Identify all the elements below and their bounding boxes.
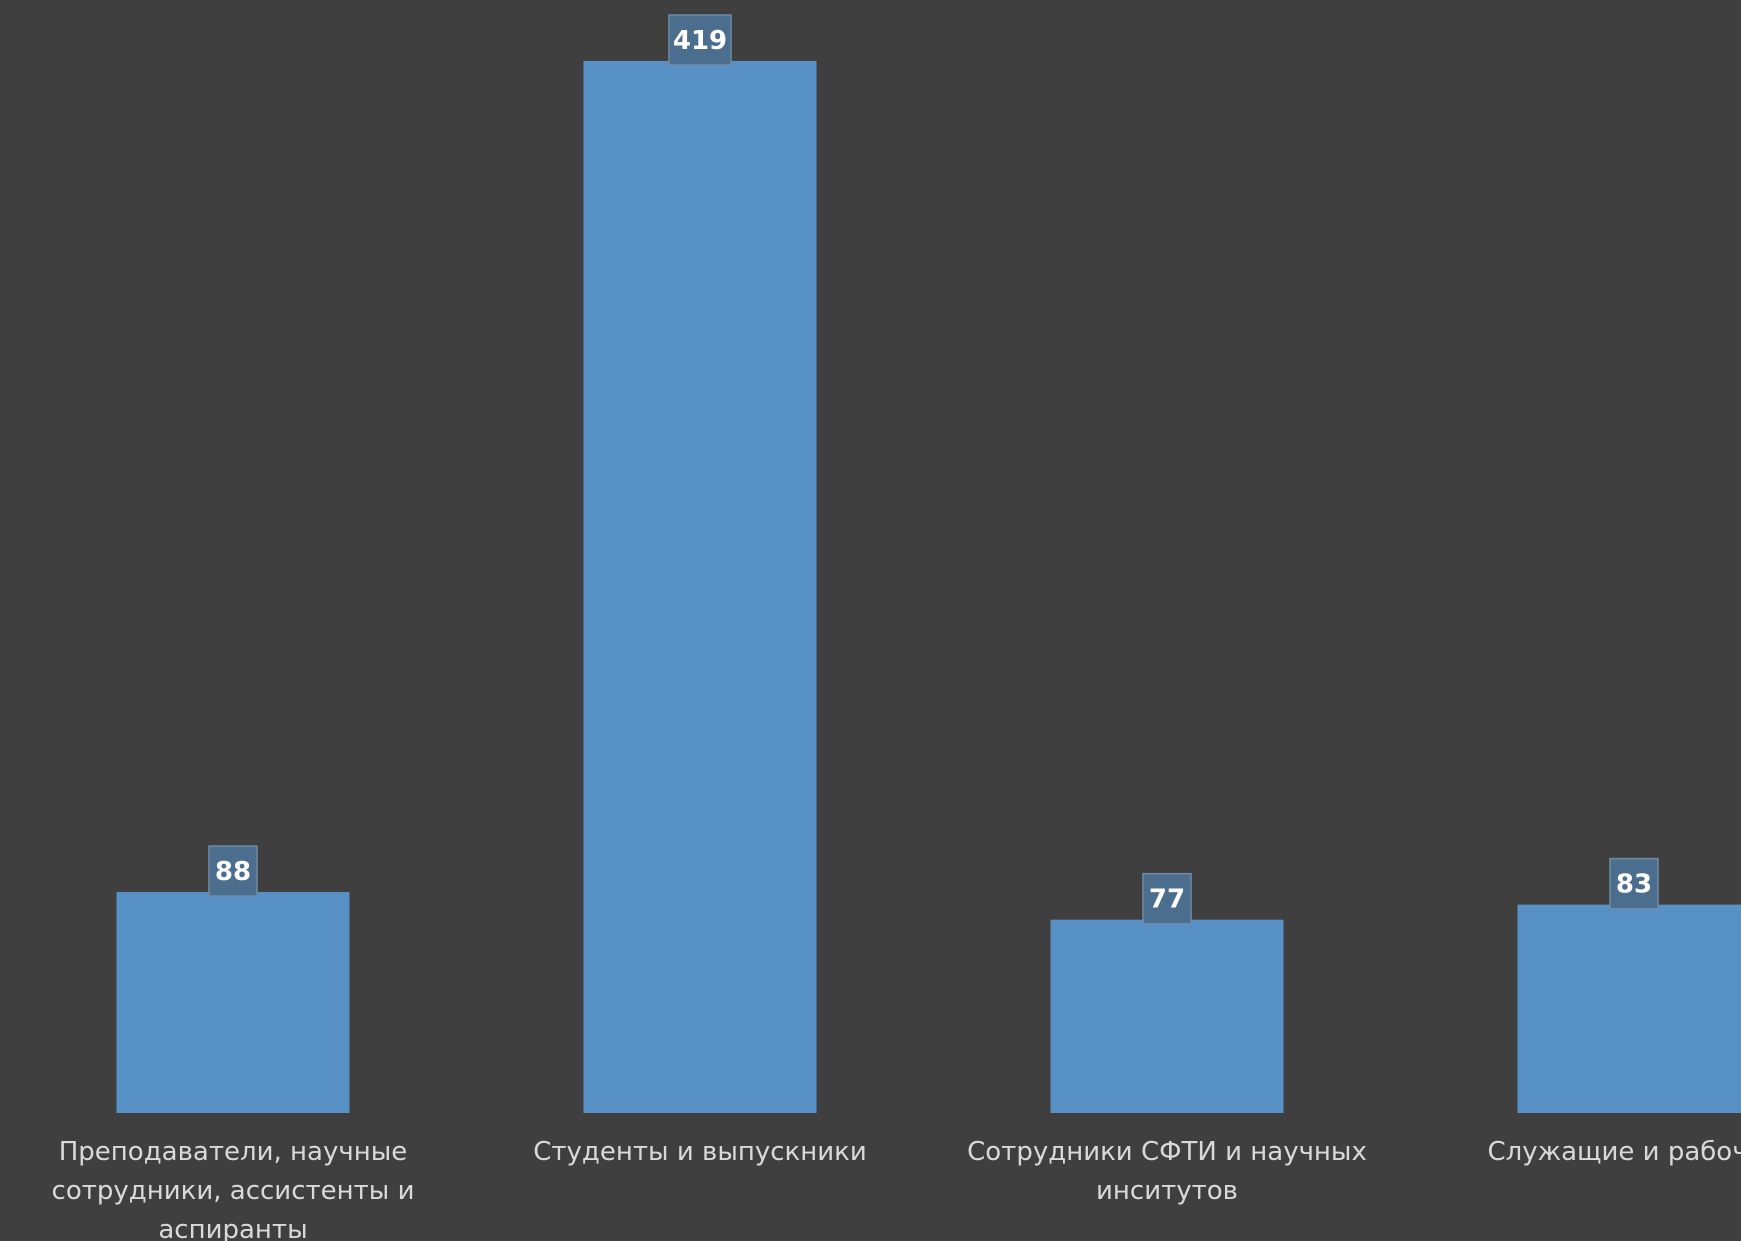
category-label-2: Студенты и выпускники (533, 1137, 867, 1167)
category-label-3: Сотрудники СФТИ и научных инситутов (967, 1137, 1367, 1206)
category-label-1: Преподаватели, научные сотрудники, ассист… (52, 1137, 415, 1241)
category-label-4: Служащие и рабочие (1488, 1137, 1741, 1167)
data-label-box (208, 845, 258, 897)
category-label-line: Сотрудники СФТИ и научных (967, 1137, 1367, 1167)
data-labels-layer: 88 419 77 83 (208, 14, 1659, 925)
category-label-line: Студенты и выпускники (533, 1137, 867, 1167)
data-label-1: 88 (208, 845, 258, 897)
bar-1 (116, 892, 350, 1113)
category-label-line: Преподаватели, научные (59, 1137, 408, 1167)
category-label-line: инситутов (1096, 1176, 1238, 1206)
bar-4 (1517, 904, 1741, 1113)
data-label-3: 77 (1142, 872, 1192, 925)
category-labels-layer: Преподаватели, научные сотрудники, ассист… (52, 1137, 1741, 1241)
data-label-value: 77 (1149, 885, 1185, 915)
data-label-4: 83 (1609, 857, 1659, 910)
data-label-box (668, 14, 732, 66)
category-label-line: сотрудники, ассистенты и (52, 1176, 415, 1206)
bar-2 (583, 61, 817, 1113)
data-label-value: 88 (215, 857, 251, 887)
category-label-line: Служащие и рабочие (1488, 1137, 1741, 1167)
data-label-box (1142, 872, 1192, 925)
data-label-value: 419 (673, 26, 727, 56)
data-label-box (1609, 857, 1659, 910)
data-label-value: 83 (1616, 870, 1652, 900)
bar-3 (1050, 919, 1284, 1113)
bars-layer (116, 61, 1741, 1113)
category-label-line: аспиранты (158, 1215, 307, 1241)
data-label-2: 419 (668, 14, 732, 66)
